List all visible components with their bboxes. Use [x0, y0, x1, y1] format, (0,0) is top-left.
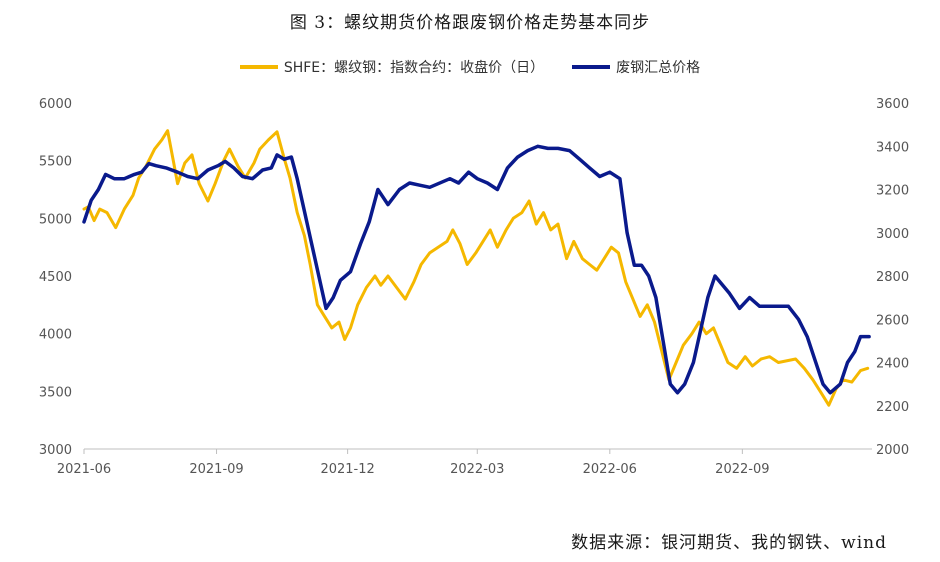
right-y-tick-label: 2200 [876, 400, 909, 415]
left-y-tick-label: 3500 [39, 385, 72, 400]
right-y-tick-label: 2800 [876, 270, 909, 285]
x-tick-label: 2022-09 [715, 462, 769, 477]
right-y-tick-label: 2600 [876, 313, 909, 328]
data-source-note: 数据来源：银河期货、我的钢铁、wind [571, 533, 887, 553]
left-y-tick-label: 5000 [39, 212, 72, 227]
left-y-tick-label: 4500 [39, 270, 72, 285]
legend-swatch-rebar [239, 65, 278, 69]
right-y-tick-label: 3400 [876, 140, 909, 155]
chart-title: 图 3：螺纹期货价格跟废钢价格走势基本同步 [289, 13, 651, 33]
legend: SHFE：螺纹钢：指数合约：收盘价（日） 废钢汇总价格 [0, 57, 940, 77]
left-y-tick-label: 5500 [39, 155, 72, 170]
x-tick-label: 2021-06 [57, 462, 111, 477]
legend-label-scrap: 废钢汇总价格 [616, 60, 701, 76]
left-y-tick-label: 6000 [39, 97, 72, 112]
legend-label-rebar: SHFE：螺纹钢：指数合约：收盘价（日） [283, 60, 545, 76]
series-line-rebar [82, 129, 870, 407]
right-y-tick-label: 2000 [876, 443, 909, 458]
series-line-scrap [82, 144, 871, 395]
x-tick-label: 2021-09 [189, 462, 243, 477]
legend-item-rebar: SHFE：螺纹钢：指数合约：收盘价（日） [239, 57, 545, 77]
x-tick-label: 2021-12 [320, 462, 374, 477]
left-y-tick-label: 4000 [39, 328, 72, 343]
right-y-tick-label: 3200 [876, 184, 909, 199]
legend-item-scrap: 废钢汇总价格 [572, 57, 700, 77]
right-y-tick-label: 3000 [876, 227, 909, 242]
x-tick-label: 2022-03 [450, 462, 504, 477]
x-tick-label: 2022-06 [583, 462, 637, 477]
right-y-tick-label: 3600 [876, 97, 909, 112]
legend-swatch-scrap [572, 65, 611, 69]
right-y-tick-label: 2400 [876, 357, 909, 372]
line-chart: 2021-06 2021-09 2021-12 2022-03 2022-06 2022-… [39, 97, 909, 477]
left-y-tick-label: 3000 [39, 443, 72, 458]
